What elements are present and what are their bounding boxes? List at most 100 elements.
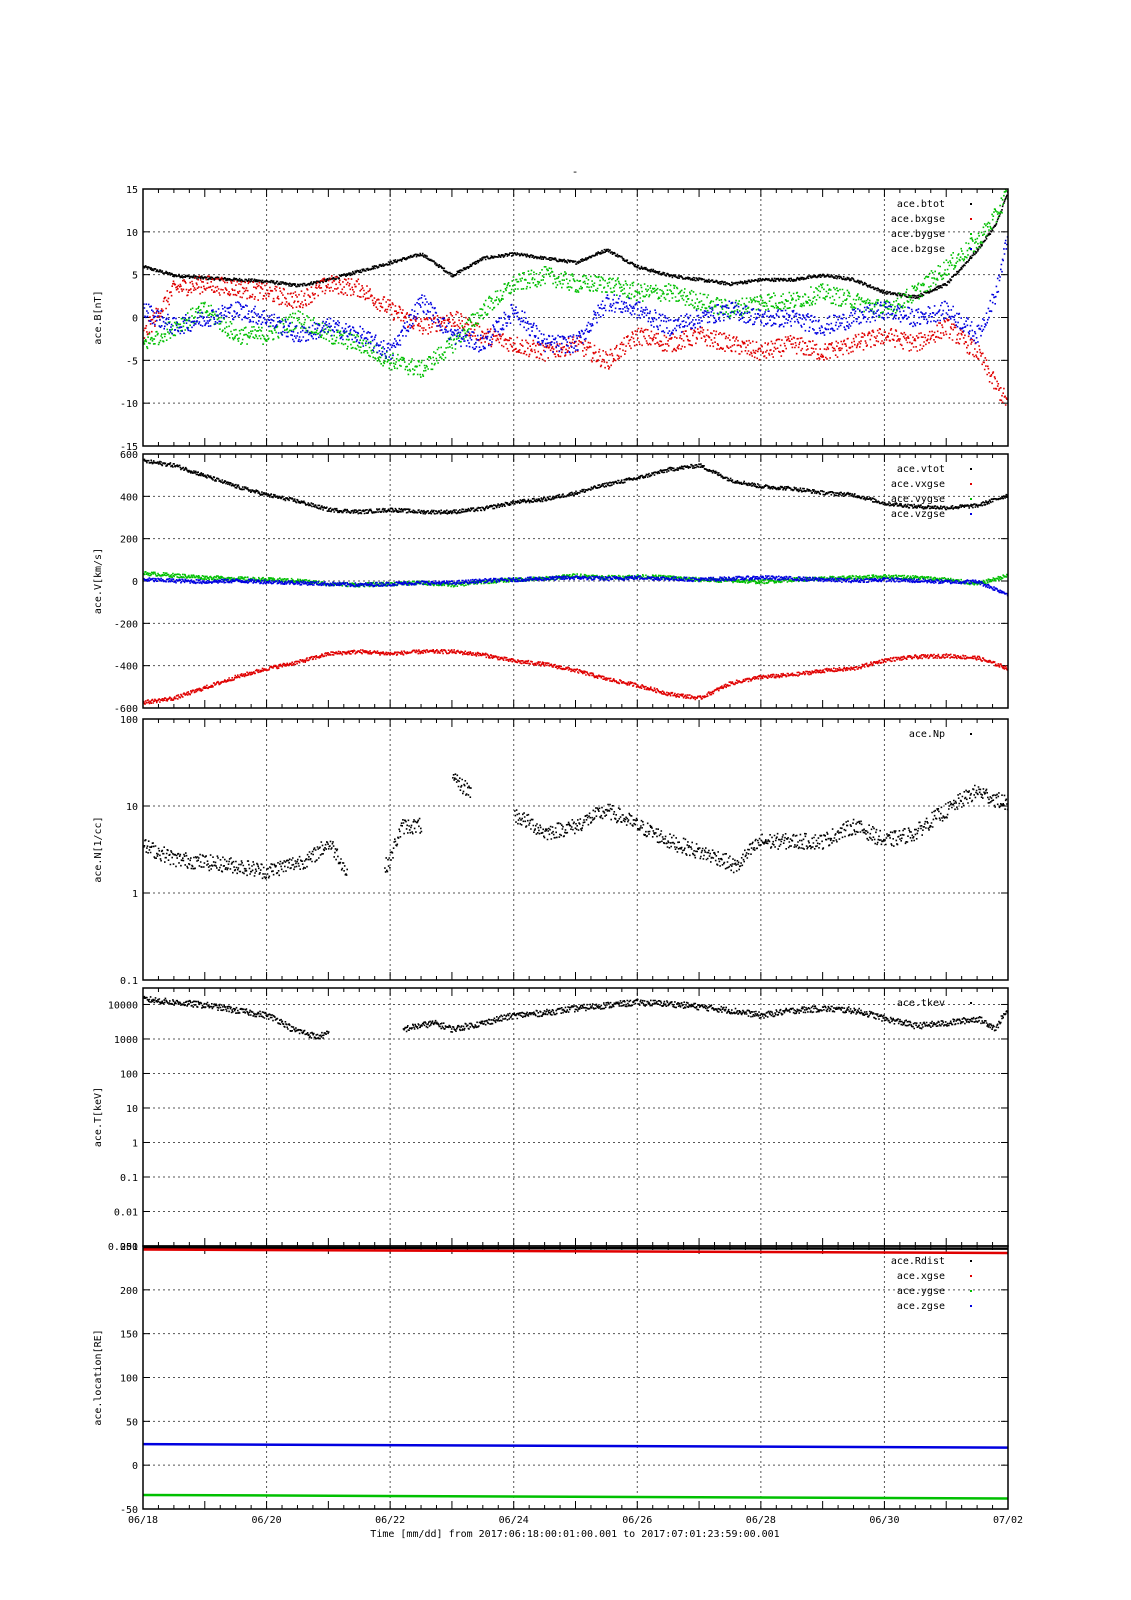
legend-marker [970,248,972,250]
x-tick-labels: 06/18 06/20 06/22 06/24 06/26 06/28 06/30 07/02 [128,1515,1023,1526]
y-tick-label: 10 [126,802,138,813]
legend-label: ace.xgse [897,1271,945,1282]
y-tick-label: 100 [120,1069,138,1080]
legend-label: ace.vxgse [891,479,945,490]
legend-marker [970,498,972,500]
figure-title: - [572,165,579,178]
y-tick-label: 10000 [108,1000,138,1011]
legend-label: ace.vygse [891,494,945,505]
y-tick-label: 0.1 [120,1173,138,1184]
y-axis-label: ace.location[RE] [93,1329,104,1425]
y-tick-label: 600 [120,450,138,461]
y-tick-label: 250 [120,1242,138,1253]
legend-marker [970,203,972,205]
legend-label: ace.bygse [891,229,945,240]
panel-frame [142,1245,1009,1510]
panel-2: 600 400 200 0 -200 -400 -600 ace.vtot ace.vxgse a… [93,450,1009,715]
y-tick-label: 10 [126,1104,138,1115]
legend-marker [970,1275,972,1277]
legend-label: ace.vzgse [891,509,945,520]
y-tick-label: 100 [120,1374,138,1385]
y-axis-label: ace.T[keV] [93,1087,104,1147]
legend-marker [970,468,972,470]
legend-marker [970,733,972,735]
legend-label: ace.tkev [897,998,945,1009]
y-tick-label: 10 [126,228,138,239]
x-tick-label: 07/02 [993,1515,1023,1526]
legend-label: ace.zgse [897,1301,945,1312]
series-points [143,649,1008,705]
series-line [143,1442,1008,1449]
x-tick-label: 06/18 [128,1515,158,1526]
y-tick-label: 200 [120,535,138,546]
y-tick-label: 0.01 [114,1207,138,1218]
panel-5: 250 200 150 100 50 0 -50 ace.Rdist ace.xgse ace.y… [93,1242,1009,1516]
legend-label: ace.bzgse [891,244,945,255]
legend-marker [970,218,972,220]
panel-3: 100 10 1 0.1 ace.Np ace.N[1/cc] [93,715,1009,987]
series-ace-vxgse [143,649,1008,705]
y-tick-label: 0.001 [108,1242,138,1253]
x-tick-label: 06/28 [746,1515,776,1526]
legend-label: ace.Rdist [891,1256,945,1267]
y-tick-label: 1 [132,1138,138,1149]
series-line [143,1493,1008,1500]
legend-label: ace.Np [909,729,945,740]
legend-label: ace.ygse [897,1286,945,1297]
y-tick-label: 0 [132,314,138,325]
legend-marker [970,1260,972,1262]
series-line [143,1246,1008,1250]
panel-frame [142,188,1009,447]
y-tick-label: -200 [114,619,138,630]
legend-marker [970,1290,972,1292]
series-ace-btot [143,189,1008,299]
panel-4: 10000 1000 100 10 1 0.1 0.01 0.001 ace.tkev ace.T… [93,987,1009,1253]
y-tick-label: -400 [114,662,138,673]
x-tick-label: 06/22 [375,1515,405,1526]
x-tick-label: 06/24 [499,1515,529,1526]
legend-label: ace.btot [897,199,945,210]
data-area [143,189,1008,406]
y-axis-label: ace.B[nT] [93,290,104,344]
series-ace-zgse [143,1442,1008,1449]
y-tick-label: 100 [120,715,138,726]
y-tick-label: -600 [114,704,138,715]
legend-label: ace.bxgse [891,214,945,225]
panel-frame [142,718,1009,981]
legend-marker [970,483,972,485]
y-tick-label: 150 [120,1330,138,1341]
y-tick-label: 1 [132,889,138,900]
legend-marker [970,1305,972,1307]
y-tick-label: 15 [126,185,138,196]
footer-caption: Time [mm/dd] from 2017:06:18:00:01:00.00… [370,1529,779,1540]
panel-frame [142,453,1009,709]
legend-marker [970,233,972,235]
y-tick-label: -50 [120,1505,138,1516]
y-axis-label: ace.N[1/cc] [93,816,104,882]
y-tick-label: 5 [132,271,138,282]
data-area [143,458,1008,705]
series-ace-xgse [143,1248,1008,1255]
panel-1: 15 10 5 0 -5 -10 -15 ace.btot ace.bxgse ace.bygse… [93,185,1009,453]
y-tick-label: -5 [126,356,138,367]
x-tick-label: 06/26 [622,1515,652,1526]
legend-label: ace.vtot [897,464,945,475]
y-tick-label: 50 [126,1417,138,1428]
y-tick-label: 200 [120,1286,138,1297]
y-tick-label: 0 [132,1461,138,1472]
x-tick-label: 06/30 [869,1515,899,1526]
y-tick-label: 400 [120,492,138,503]
y-tick-label: 1000 [114,1035,138,1046]
x-tick-label: 06/20 [252,1515,282,1526]
panels: 151050-5-10-15ace.btotace.bxgseace.bygse… [93,185,1009,1516]
y-axis-label: ace.V[km/s] [93,548,104,614]
y-tick-label: 0 [132,577,138,588]
y-tick-label: -10 [120,399,138,410]
data-area [143,1246,1008,1500]
series-points [143,189,1008,299]
legend-marker [970,1002,972,1004]
series-ace-ygse [143,1493,1008,1500]
y-tick-label: -15 [120,442,138,453]
series-line [143,1248,1008,1255]
